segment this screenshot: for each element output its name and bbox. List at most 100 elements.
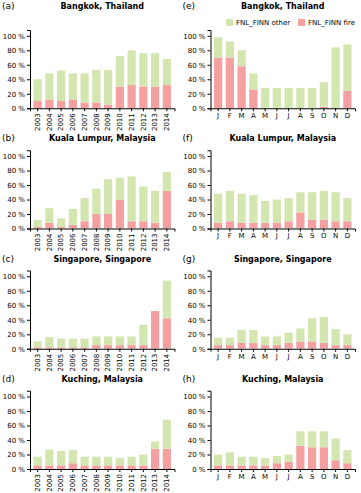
y-tick: 80 %: [188, 288, 211, 296]
x-tick: 2004: [46, 229, 54, 252]
tick-label: A: [251, 353, 256, 361]
x-tick: 2013: [151, 108, 159, 131]
tick-mark: [208, 156, 211, 157]
legend-label: FNL_FINN other: [236, 19, 290, 27]
tick-mark: [265, 229, 266, 232]
y-tick: 40 %: [188, 196, 211, 204]
x-tick: D: [345, 108, 350, 120]
tick-mark: [265, 349, 266, 352]
x-tick: 2010: [116, 108, 124, 131]
x-tick: 2012: [140, 469, 148, 492]
y-tick: 0 %: [12, 105, 30, 113]
tick-label: 80 %: [7, 288, 25, 296]
y-tick: 80 %: [188, 408, 211, 416]
bar: [92, 336, 100, 345]
bar: [320, 317, 328, 343]
tick-label: D: [345, 232, 350, 240]
tick-label: 2013: [151, 474, 159, 492]
tick-label: 0 %: [12, 225, 26, 233]
x-tick: 2009: [104, 108, 112, 131]
bar: [128, 176, 136, 221]
y-tick: 60 %: [7, 422, 30, 430]
legend: FNL_FINN otherFNL_FINN fire: [226, 19, 355, 27]
tick-mark: [208, 397, 211, 398]
bar: [285, 343, 293, 349]
bar: [343, 463, 351, 469]
bar-series: [214, 446, 351, 469]
tick-label: J: [275, 112, 278, 120]
tick-mark: [37, 108, 38, 111]
tick-label: 2006: [69, 353, 77, 371]
bar: [163, 318, 171, 348]
tick-label: 2008: [93, 234, 101, 252]
bar: [214, 194, 222, 223]
tick-label: 60 %: [188, 62, 206, 70]
bar: [343, 91, 351, 108]
tick-mark: [208, 36, 211, 37]
tick-label: J: [287, 232, 290, 240]
bar: [163, 281, 171, 319]
bar: [308, 342, 316, 349]
x-axis: 2003200420052006200720082009201020112012…: [31, 349, 176, 372]
tick-label: 0 %: [192, 345, 206, 353]
bar: [104, 465, 112, 469]
tick-mark: [119, 229, 120, 232]
bar: [320, 220, 328, 229]
x-tick: 2006: [69, 229, 77, 252]
tick-mark: [119, 469, 120, 472]
y-tick: 60 %: [7, 62, 30, 70]
tick-label: 40 %: [7, 76, 25, 84]
tick-mark: [131, 108, 132, 111]
tick-label: 2010: [116, 234, 124, 252]
panel: 0 %20 %40 %60 %80 %100 %JFMAMJJASONDKuch…: [183, 374, 356, 481]
tick-label: M: [239, 112, 245, 120]
y-tick: 20 %: [188, 331, 211, 339]
tick-mark: [61, 469, 62, 472]
tick-mark: [155, 349, 156, 352]
tick-label: 2005: [57, 113, 65, 131]
bar: [285, 462, 293, 469]
x-tick: 2004: [46, 469, 54, 492]
axis-line: [27, 271, 31, 349]
bar: [273, 463, 281, 469]
tick-mark: [27, 65, 30, 66]
tick-label: D: [345, 112, 350, 120]
bar: [81, 347, 89, 348]
bar: [332, 192, 340, 221]
tick-label: M: [239, 353, 245, 361]
tick-label: 2011: [128, 354, 136, 372]
tick-label: 60 %: [188, 422, 206, 430]
bar-series: [34, 311, 171, 349]
x-tick: M: [262, 229, 268, 241]
bar: [238, 50, 246, 66]
bar: [151, 311, 159, 349]
plot-area: 0 %20 %40 %60 %80 %100 %JFMAMJJASOND: [183, 151, 355, 241]
x-tick: 2007: [81, 469, 89, 492]
x-tick: O: [321, 469, 327, 481]
tick-mark: [27, 171, 30, 172]
tick-label: 2004: [46, 233, 54, 251]
panel: 0 %20 %40 %60 %80 %100 %JFMAMJJASONDKual…: [183, 133, 356, 240]
tick-mark: [208, 469, 211, 470]
bar: [308, 220, 316, 229]
bar: [92, 345, 100, 349]
x-tick: 2006: [69, 469, 77, 492]
tick-label: N: [333, 232, 338, 240]
x-tick: 2012: [140, 229, 148, 252]
x-axis: JFMAMJJASOND: [211, 349, 356, 361]
tick-mark: [27, 411, 30, 412]
tick-mark: [27, 426, 30, 427]
tick-mark: [335, 108, 336, 111]
bar: [151, 311, 159, 312]
y-tick: 100 %: [183, 273, 210, 281]
tick-label: M: [262, 473, 268, 481]
axis-line: [211, 109, 356, 112]
y-axis: 0 %20 %40 %60 %80 %100 %: [183, 31, 211, 113]
x-tick: J: [216, 469, 219, 481]
tick-mark: [49, 349, 50, 352]
x-tick: 2014: [163, 349, 171, 372]
title: Bangkok, Thailand: [241, 2, 325, 11]
tick-mark: [347, 469, 348, 472]
tick-mark: [96, 108, 97, 111]
bar: [226, 191, 234, 221]
